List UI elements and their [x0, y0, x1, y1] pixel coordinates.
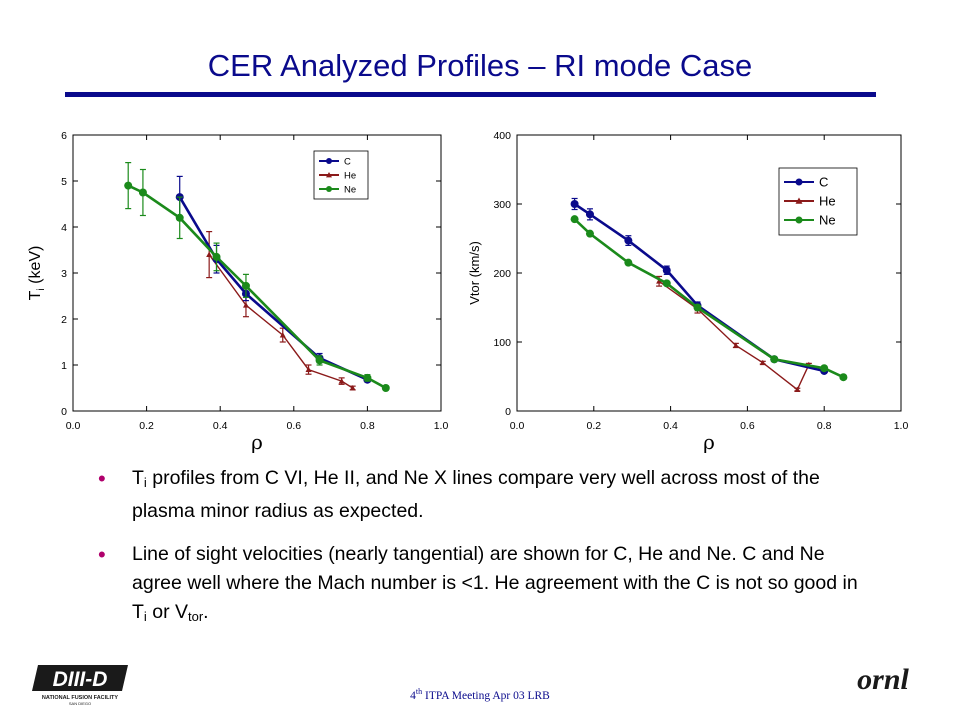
- y-tick-label: 200: [493, 268, 511, 280]
- data-point: [795, 216, 803, 224]
- x-axis-label: ρ: [703, 430, 715, 454]
- series-line: [658, 280, 810, 391]
- legend-label: C: [819, 175, 828, 190]
- data-point: [624, 236, 633, 245]
- data-point: [585, 210, 594, 219]
- x-tick-label: 0.2: [586, 420, 601, 432]
- x-tick-label: 1.0: [894, 420, 909, 432]
- data-point: [363, 373, 372, 382]
- data-point: [585, 229, 594, 238]
- y-tick-label: 1: [61, 360, 67, 372]
- data-point: [305, 366, 312, 372]
- data-point: [759, 359, 766, 366]
- y-tick-label: 0: [505, 406, 511, 418]
- y-tick-label: 2: [61, 314, 67, 326]
- y-tick-label: 0: [61, 406, 67, 418]
- bullet-item: • Ti profiles from C VI, He II, and Ne X…: [96, 464, 876, 526]
- legend-label: C: [344, 156, 351, 167]
- bullet-dot-icon: •: [98, 542, 106, 567]
- y-tick-label: 4: [61, 222, 67, 234]
- svg-text:ornl: ornl: [857, 665, 909, 695]
- y-tick-label: 3: [61, 268, 67, 280]
- series-ne: [124, 162, 390, 392]
- legend-label: Ne: [344, 184, 356, 195]
- x-tick-label: 0.6: [740, 420, 755, 432]
- data-point: [279, 332, 286, 338]
- x-tick-label: 0.4: [663, 420, 678, 432]
- y-axis-label: Ti (keV): [27, 246, 47, 301]
- x-tick-label: 0.4: [213, 420, 228, 432]
- series-he: [206, 231, 356, 391]
- data-point: [624, 258, 633, 267]
- series-line: [573, 218, 844, 379]
- data-point: [138, 188, 147, 197]
- bullet-dot-icon: •: [98, 466, 106, 491]
- y-tick-label: 100: [493, 337, 511, 349]
- bullet-text: Line of sight velocities (nearly tangent…: [132, 543, 858, 624]
- footer-text: 4th ITPA Meeting Apr 03 LRB: [410, 687, 550, 702]
- data-point: [326, 158, 332, 164]
- y-tick-label: 5: [61, 176, 67, 188]
- y-tick-label: 300: [493, 199, 511, 211]
- data-point: [570, 215, 579, 224]
- data-point: [656, 278, 663, 284]
- data-point: [206, 251, 213, 257]
- svg-text:NATIONAL FUSION FACILITY: NATIONAL FUSION FACILITY: [42, 695, 119, 701]
- data-point: [349, 385, 356, 391]
- data-point: [338, 378, 345, 384]
- x-tick-label: 0.8: [360, 420, 375, 432]
- x-tick-label: 0.6: [286, 420, 301, 432]
- data-point: [175, 213, 184, 222]
- y-tick-label: 400: [493, 130, 511, 142]
- x-tick-label: 0.0: [510, 420, 525, 432]
- bullet-item: • Line of sight velocities (nearly tange…: [96, 540, 876, 631]
- data-point: [795, 197, 803, 204]
- y-tick-label: 6: [61, 130, 67, 142]
- x-axis-label: ρ: [251, 430, 263, 454]
- bullet-list: • Ti profiles from C VI, He II, and Ne X…: [96, 464, 876, 645]
- slide-title: CER Analyzed Profiles – RI mode Case: [207, 48, 753, 83]
- data-point: [732, 342, 739, 348]
- data-point: [381, 384, 390, 392]
- x-tick-label: 0.2: [139, 420, 154, 432]
- x-tick-label: 0.0: [66, 420, 81, 432]
- data-point: [839, 373, 848, 382]
- data-point: [795, 178, 803, 186]
- x-tick-label: 0.8: [817, 420, 832, 432]
- bullet-text: Ti profiles from C VI, He II, and Ne X l…: [132, 467, 820, 522]
- y-axis-label: Vtor (km/s): [467, 241, 482, 305]
- series-line: [127, 184, 387, 390]
- svg-text:SAN DIEGO: SAN DIEGO: [69, 701, 91, 706]
- diii-d-logo: DIII-D NATIONAL FUSION FACILITY SAN DIEG…: [32, 665, 128, 706]
- data-point: [241, 281, 250, 290]
- svg-text:DIII-D: DIII-D: [53, 668, 108, 691]
- data-point: [242, 302, 249, 308]
- data-point: [662, 266, 671, 275]
- data-point: [570, 200, 579, 208]
- chart-legend: C He Ne: [778, 167, 858, 236]
- data-point: [820, 364, 829, 373]
- data-point: [326, 172, 332, 178]
- data-point: [662, 279, 671, 288]
- ornl-logo: ornl: [857, 665, 909, 695]
- data-point: [794, 386, 801, 393]
- title-divider: [65, 92, 876, 97]
- chart-legend: C He Ne: [313, 150, 369, 200]
- legend-label: He: [819, 194, 836, 209]
- data-point: [326, 186, 332, 192]
- series-ne: [570, 215, 848, 382]
- data-point: [693, 303, 702, 312]
- legend-label: Ne: [819, 213, 836, 228]
- legend-label: He: [344, 170, 356, 181]
- data-point: [212, 252, 221, 261]
- x-tick-label: 1.0: [434, 420, 449, 432]
- data-point: [124, 181, 133, 190]
- data-point: [770, 355, 779, 364]
- data-point: [315, 356, 324, 365]
